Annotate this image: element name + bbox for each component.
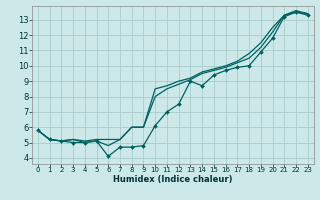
X-axis label: Humidex (Indice chaleur): Humidex (Indice chaleur) (113, 175, 233, 184)
